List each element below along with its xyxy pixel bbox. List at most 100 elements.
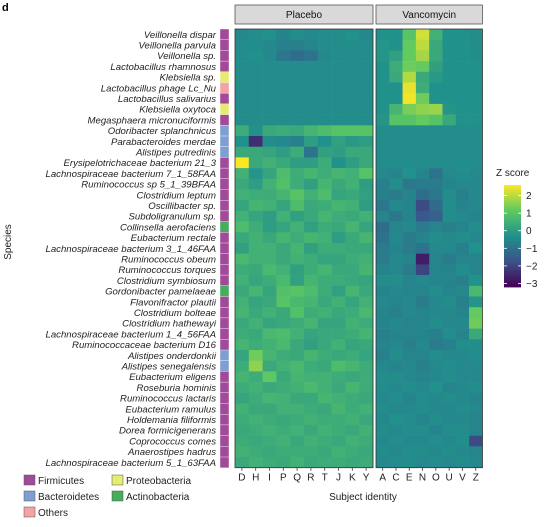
heatmap-cell (442, 339, 457, 351)
heatmap-cell (276, 189, 291, 201)
phylum-cell (219, 50, 230, 62)
heatmap-cell (304, 157, 319, 169)
heatmap-cell (248, 414, 263, 426)
heatmap-cell (429, 200, 443, 212)
heatmap-cell (290, 285, 305, 297)
heatmap-cell (389, 82, 403, 94)
heatmap-cell (304, 435, 319, 447)
heatmap-cell (248, 285, 263, 297)
heatmap-cell (469, 285, 483, 297)
heatmap-cell (235, 210, 250, 222)
heatmap-cell (402, 339, 417, 351)
heatmap-cell (345, 189, 360, 201)
species-label: Eubacterium eligens (129, 372, 216, 383)
species-label: Lachnospiraceae bacterium 5_1_63FAA (46, 458, 217, 469)
heatmap-cell (304, 61, 319, 73)
heatmap-cell (290, 71, 305, 83)
heatmap-cell (415, 424, 430, 436)
heatmap-cell (359, 39, 374, 51)
heatmap-cell (376, 392, 390, 404)
heatmap-cell (235, 136, 250, 147)
heatmap-cell (469, 103, 483, 115)
heatmap-cell (429, 243, 443, 254)
heatmap-cell (469, 232, 483, 244)
heatmap-cell (429, 114, 443, 126)
heatmap-cell (415, 350, 430, 361)
heatmap-cell (402, 457, 417, 468)
x-tick-label: N (419, 473, 426, 484)
heatmap-cell (455, 253, 470, 265)
heatmap-cell (345, 93, 360, 105)
heatmap-cell (415, 146, 430, 158)
heatmap-cell (276, 82, 291, 94)
heatmap-cell (262, 189, 277, 201)
heatmap-cell (345, 435, 360, 447)
x-tick-label: P (280, 473, 287, 484)
species-label: Alistipes senegalensis (121, 361, 217, 372)
phylum-cell (219, 274, 230, 287)
heatmap-cell (331, 221, 346, 233)
heatmap-cell (455, 200, 470, 212)
heatmap-cell (442, 296, 457, 308)
heatmap-cell (262, 392, 277, 404)
heatmap-cell (376, 403, 390, 415)
heatmap-cell (304, 392, 319, 404)
heatmap-cell (276, 403, 291, 415)
heatmap-cell (262, 39, 277, 51)
heatmap-cell (235, 307, 250, 319)
heatmap-cell (455, 360, 470, 372)
heatmap-cell (376, 446, 390, 458)
heatmap-cell (359, 82, 374, 94)
heatmap-cell (304, 82, 319, 94)
heatmap-cell (389, 29, 403, 40)
heatmap-cell (317, 146, 332, 158)
heatmap-cell (290, 392, 305, 404)
heatmap-cell (455, 275, 470, 287)
heatmap-cell (304, 103, 319, 115)
heatmap-cell (262, 125, 277, 137)
heatmap-cell (248, 178, 263, 190)
species-label: Roseburia hominis (137, 383, 217, 394)
colorbar-segment (504, 229, 521, 232)
colorbar-segment (504, 239, 521, 242)
heatmap-cell (389, 114, 403, 126)
heatmap-cell (442, 71, 457, 83)
heatmap-cell (429, 371, 443, 383)
heatmap-cell (402, 285, 417, 297)
heatmap-cell (402, 403, 417, 415)
heatmap-cell (469, 264, 483, 276)
heatmap-cell (290, 350, 305, 361)
heatmap-cell (376, 200, 390, 212)
heatmap-cell (455, 103, 470, 115)
heatmap-cell (290, 264, 305, 276)
heatmap-cell (442, 39, 457, 51)
heatmap-cell (359, 275, 374, 287)
heatmap-cell (304, 339, 319, 351)
heatmap-cell (331, 371, 346, 383)
heatmap-cell (442, 253, 457, 265)
heatmap-cell (317, 39, 332, 51)
heatmap-cell (429, 328, 443, 340)
colorbar-segment (504, 191, 521, 194)
heatmap-cell (455, 307, 470, 319)
heatmap-cell (248, 424, 263, 436)
heatmap-cell (429, 189, 443, 201)
heatmap-cell (389, 232, 403, 244)
colorbar-segment (504, 222, 521, 225)
heatmap-cell (345, 210, 360, 222)
heatmap-cell (276, 328, 291, 340)
heatmap-cell (402, 103, 417, 115)
x-tick-label: I (268, 473, 271, 484)
heatmap-cell (235, 382, 250, 394)
heatmap-cell (276, 371, 291, 383)
heatmap-cell (376, 317, 390, 329)
heatmap-cell (317, 435, 332, 447)
heatmap-cell (376, 339, 390, 351)
legend-label: Proteobacteria (126, 476, 191, 487)
heatmap-cell (345, 403, 360, 415)
heatmap-cell (389, 403, 403, 415)
heatmap-cell (402, 114, 417, 126)
heatmap-cell (376, 360, 390, 372)
heatmap-cell (345, 392, 360, 404)
